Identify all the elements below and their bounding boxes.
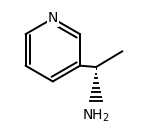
Text: N: N — [48, 11, 58, 25]
Text: NH$_2$: NH$_2$ — [82, 108, 110, 124]
